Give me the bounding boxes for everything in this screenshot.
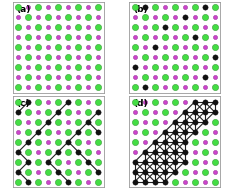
Text: (d): (d)	[133, 99, 147, 108]
Text: (b): (b)	[133, 5, 147, 14]
Text: (a): (a)	[17, 5, 31, 14]
Text: (c): (c)	[17, 99, 30, 108]
